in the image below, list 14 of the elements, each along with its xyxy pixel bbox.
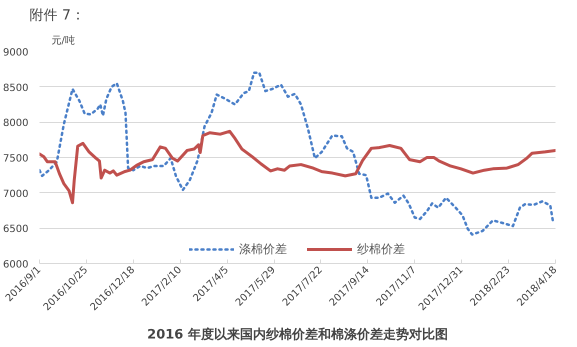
text: 附件 7： (30, 8, 85, 24)
text: 2016 年度以来国内纱棉价差和棉涤价差走势对比图 (147, 326, 448, 342)
line-series (40, 71, 554, 236)
legend-label: 纱棉价差 (357, 240, 405, 258)
y-tick-label: 8000 (3, 118, 29, 130)
y-tick-label: 6000 (3, 260, 29, 270)
y-tick-label: 9000 (3, 48, 29, 58)
y-tick-label: 7500 (3, 154, 29, 164)
y-axis-title: 元/吨 (52, 34, 75, 46)
y-tick-label: 8500 (3, 82, 29, 94)
legend-label: 涤棉价差 (239, 240, 287, 258)
y-tick-label: 7000 (3, 188, 29, 200)
line-series (40, 130, 556, 204)
y-tick-label: 6500 (3, 224, 29, 236)
